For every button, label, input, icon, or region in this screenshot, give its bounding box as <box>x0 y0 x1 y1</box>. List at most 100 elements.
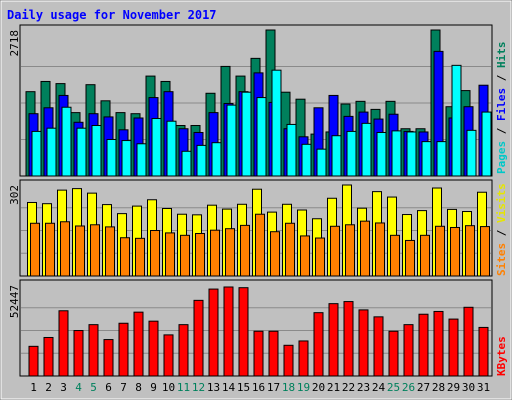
bar-pages-day-22 <box>346 130 357 177</box>
bar-kbytes-day-5 <box>88 324 99 377</box>
bar-pages-day-12 <box>196 144 207 177</box>
x-tick-day-3: 3 <box>60 381 67 394</box>
bar-kbytes-day-24 <box>373 316 384 377</box>
bar-kbytes-day-6 <box>103 339 114 377</box>
bar-kbytes-day-20 <box>313 312 324 377</box>
bar-kbytes-day-25 <box>388 330 399 377</box>
x-tick-day-16: 16 <box>252 381 265 394</box>
bar-kbytes-day-7 <box>118 322 129 377</box>
bar-sites-day-19 <box>300 235 310 277</box>
bar-sites-day-28 <box>435 225 445 277</box>
bar-pages-day-3 <box>61 106 72 177</box>
legend-visits: Visits <box>495 183 508 223</box>
bar-kbytes-day-3 <box>58 310 69 377</box>
x-tick-day-10: 10 <box>162 381 175 394</box>
bar-kbytes-day-10 <box>163 334 174 377</box>
bar-sites-day-4 <box>75 225 85 277</box>
x-tick-day-24: 24 <box>372 381 386 394</box>
bar-pages-day-7 <box>121 140 132 177</box>
legend-kbytes: KBytes <box>495 336 508 376</box>
bar-pages-day-20 <box>316 148 327 177</box>
x-tick-day-31: 31 <box>477 381 490 394</box>
x-tick-day-4: 4 <box>75 381 82 394</box>
bar-pages-day-14 <box>226 104 237 177</box>
x-tick-day-7: 7 <box>120 381 127 394</box>
x-tick-day-28: 28 <box>432 381 445 394</box>
bar-kbytes-day-15 <box>238 287 249 377</box>
bar-kbytes-day-31 <box>478 326 489 377</box>
x-tick-day-15: 15 <box>237 381 250 394</box>
bar-pages-day-23 <box>361 122 372 177</box>
bar-pages-day-29 <box>451 64 462 177</box>
bar-sites-day-8 <box>135 237 145 277</box>
bar-pages-day-18 <box>286 123 297 177</box>
x-tick-day-2: 2 <box>45 381 52 394</box>
bar-sites-day-1 <box>30 222 40 277</box>
bar-sites-day-31 <box>480 226 490 277</box>
bar-kbytes-day-9 <box>148 320 159 377</box>
bar-kbytes-day-19 <box>298 340 309 377</box>
hits-max-label: 2718 <box>8 30 21 57</box>
x-tick-day-12: 12 <box>192 381 205 394</box>
bar-sites-day-2 <box>45 222 55 277</box>
x-tick-day-18: 18 <box>282 381 295 394</box>
bar-kbytes-day-30 <box>463 306 474 377</box>
bar-pages-day-31 <box>481 111 492 177</box>
bar-kbytes-day-27 <box>418 313 429 377</box>
bar-pages-day-21 <box>331 135 342 177</box>
legend-pages: Pages <box>495 141 508 174</box>
bar-kbytes-day-12 <box>193 299 204 377</box>
bar-sites-day-18 <box>285 222 295 277</box>
bar-sites-day-6 <box>105 226 115 277</box>
bar-kbytes-day-2 <box>43 336 54 377</box>
legend-kbytes-label: KBytes <box>495 336 508 376</box>
bar-kbytes-day-8 <box>133 311 144 377</box>
bar-sites-day-30 <box>465 225 475 277</box>
bar-pages-day-16 <box>256 97 267 177</box>
bar-pages-day-27 <box>421 141 432 177</box>
x-tick-day-23: 23 <box>357 381 370 394</box>
x-tick-day-5: 5 <box>90 381 97 394</box>
x-tick-day-21: 21 <box>327 381 340 394</box>
bar-sites-day-3 <box>60 221 70 277</box>
bar-sites-day-11 <box>180 234 190 277</box>
bar-pages-day-1 <box>31 130 42 177</box>
bar-kbytes-day-23 <box>358 309 369 377</box>
legend-sep-2: / <box>495 68 508 88</box>
x-tick-day-17: 17 <box>267 381 280 394</box>
x-tick-day-29: 29 <box>447 381 460 394</box>
bar-sites-day-21 <box>330 225 340 277</box>
bar-sites-day-17 <box>270 231 280 277</box>
legend-hits: Hits <box>495 42 508 69</box>
bar-sites-day-13 <box>210 229 220 277</box>
bar-sites-day-22 <box>345 224 355 277</box>
bar-sites-day-20 <box>315 237 325 277</box>
bars <box>25 29 492 377</box>
x-tick-day-6: 6 <box>105 381 112 394</box>
kbytes-max-label: 52447 <box>8 285 21 318</box>
legend-hits-files-pages: Pages / Files / Hits <box>495 42 508 175</box>
x-tick-day-9: 9 <box>150 381 157 394</box>
bar-pages-day-13 <box>211 142 222 177</box>
bar-sites-day-23 <box>360 220 370 277</box>
x-tick-day-25: 25 <box>387 381 400 394</box>
bar-pages-day-2 <box>46 127 57 177</box>
bar-sites-day-15 <box>240 224 250 277</box>
bar-pages-day-17 <box>271 69 282 177</box>
bar-kbytes-day-18 <box>283 344 294 377</box>
bar-pages-day-6 <box>106 138 117 177</box>
x-tick-day-13: 13 <box>207 381 220 394</box>
x-tick-day-27: 27 <box>417 381 430 394</box>
x-axis-labels: 1 2 3 4 5 6 7 8 9 10 11 12 13 14 15 16 17 18 19 20 21 22 23 24 2… <box>30 381 490 394</box>
legend-sep-3: / <box>495 223 508 243</box>
bar-kbytes-day-28 <box>433 310 444 377</box>
bar-pages-day-9 <box>151 118 162 177</box>
bar-sites-day-9 <box>150 230 160 277</box>
bar-pages-day-25 <box>391 130 402 177</box>
bar-kbytes-day-16 <box>253 330 264 377</box>
bar-sites-day-26 <box>405 239 415 277</box>
legend-visits-sites: Sites / Visits <box>495 183 508 276</box>
bar-kbytes-day-11 <box>178 324 189 377</box>
bar-pages-day-26 <box>406 131 417 177</box>
